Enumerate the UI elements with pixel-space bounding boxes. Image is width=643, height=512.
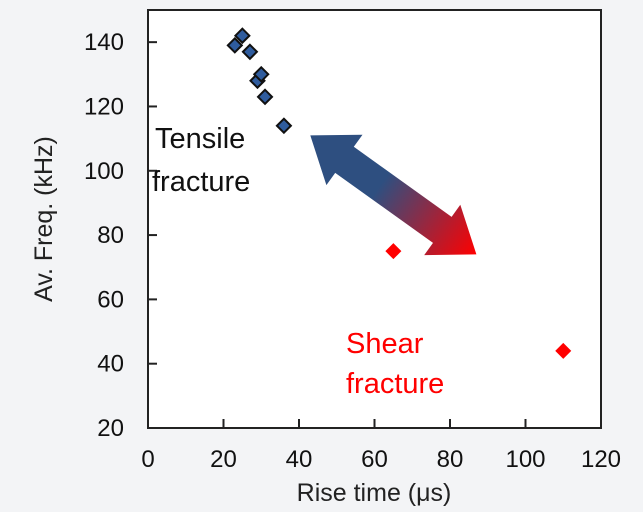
y-axis-label: Av. Freq. (kHz) [30,136,58,302]
y-tick-labels: 20 40 60 80 100 120 140 [84,29,124,442]
plot-area [148,10,601,428]
shear-point [555,342,572,359]
x-axis-label: Rise time (μs) [297,479,452,507]
shear-point [385,243,402,260]
y-tick-label: 60 [97,286,124,313]
y-tick-label: 120 [84,93,124,120]
tensile-point [233,27,251,45]
x-tick-label: 0 [141,446,154,473]
x-tick-label: 60 [361,446,388,473]
tensile-point [241,43,259,61]
axes [147,9,602,429]
y-tick-label: 100 [84,158,124,185]
x-tick-label: 20 [210,446,237,473]
x-tick-label: 100 [505,446,545,473]
tensile-label-line1: Tensile [155,123,245,155]
x-tick-label: 80 [437,446,464,473]
shear-label-line2: fracture [346,368,444,400]
tensile-point [226,36,244,54]
x-tick-label: 40 [286,446,313,473]
y-tick-label: 40 [97,351,124,378]
shear-label-line1: Shear [346,328,424,360]
x-tick-label: 120 [581,446,621,473]
double-arrow [310,134,477,256]
tensile-point [275,117,293,135]
x-tick-labels: 0 20 40 60 80 100 120 [141,446,621,473]
y-tick-label: 20 [97,415,124,442]
tensile-point [256,88,274,106]
tensile-point [252,65,270,83]
y-tick-label: 140 [84,29,124,56]
data-points [226,27,572,359]
y-tick-label: 80 [97,222,124,249]
tensile-label-line2: fracture [152,166,250,198]
